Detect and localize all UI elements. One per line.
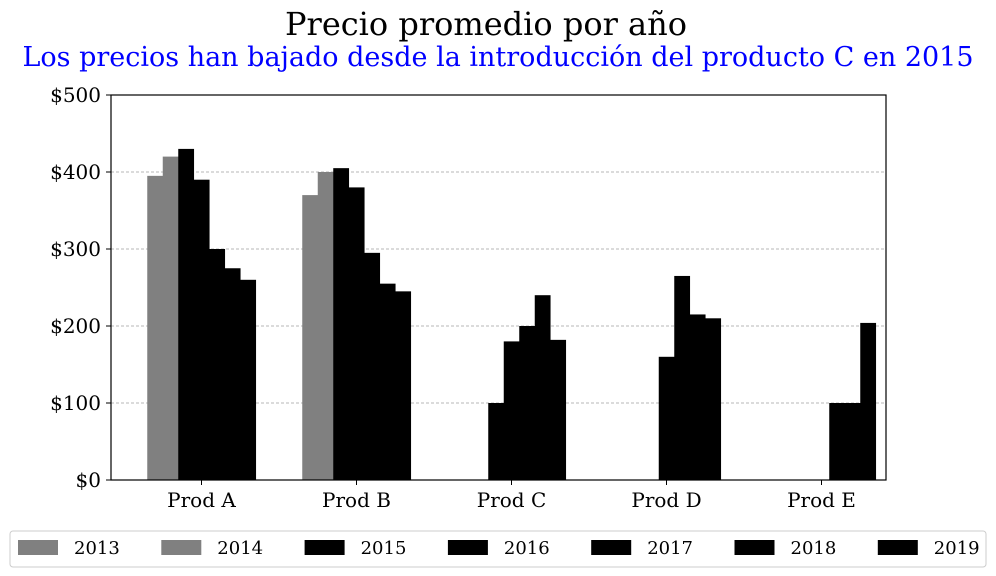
bar-2017-prod-a [209, 249, 226, 480]
x-tick-label-prod-c: Prod C [477, 488, 547, 512]
legend-label-2015: 2015 [361, 538, 407, 559]
y-tick-label: $400 [50, 160, 101, 184]
y-tick-label: $0 [76, 468, 101, 492]
bar-2018-prod-d [689, 314, 706, 480]
bar-2018-prod-a [224, 268, 241, 480]
bar-2017-prod-e [829, 403, 846, 480]
legend-frame [9, 530, 987, 568]
bar-2013-prod-b [302, 195, 319, 480]
bar-2016-prod-c [503, 341, 520, 480]
x-tick-label-prod-e: Prod E [787, 488, 856, 512]
bar-2016-prod-d [658, 356, 675, 480]
legend-swatch-2017 [591, 540, 632, 555]
legend-label-2014: 2014 [217, 538, 263, 559]
legend-swatch-2014 [161, 540, 202, 555]
chart-title: Precio promedio por año [285, 5, 687, 43]
bar-2018-prod-c [534, 295, 551, 480]
y-tick-label: $200 [50, 314, 101, 338]
chart-subtitle: Los precios han bajado desde la introduc… [22, 42, 973, 73]
legend-label-2019: 2019 [934, 538, 980, 559]
bar-2016-prod-a [193, 179, 210, 480]
bar-2015-prod-c [488, 403, 505, 480]
legend-swatch-2013 [18, 540, 58, 555]
bar-2017-prod-c [519, 326, 536, 480]
x-axis-ticks: Prod A Prod B Prod C Prod D Prod E [167, 480, 856, 512]
legend-label-2018: 2018 [791, 538, 837, 559]
legend-swatch-2018 [734, 540, 775, 555]
x-tick-label-prod-d: Prod D [631, 488, 701, 512]
x-tick-label-prod-b: Prod B [322, 488, 391, 512]
bar-2018-prod-e [844, 403, 861, 480]
bar-2017-prod-b [364, 252, 381, 480]
bars-early-years [147, 156, 334, 480]
legend-swatch-2015 [304, 540, 345, 555]
legend-label-2013: 2013 [74, 538, 120, 559]
bar-2019-prod-a [240, 279, 257, 480]
bar-2014-prod-b [317, 172, 334, 480]
bar-2015-prod-a [178, 148, 195, 480]
bar-2015-prod-b [333, 168, 350, 480]
bar-2019-prod-b [395, 291, 412, 480]
x-tick-label-prod-a: Prod A [167, 488, 236, 512]
bar-2019-prod-e [860, 322, 877, 480]
bar-2017-prod-d [674, 275, 691, 480]
bar-2019-prod-d [705, 318, 722, 480]
bars-later-years [178, 148, 877, 480]
bar-2014-prod-a [162, 156, 179, 480]
plot-frame [110, 94, 887, 481]
bar-2013-prod-a [147, 175, 164, 480]
bar-2018-prod-b [379, 283, 396, 480]
y-tick-label: $100 [50, 391, 101, 415]
legend: 2013 2014 2015 2016 2017 2018 2019 [9, 530, 987, 568]
legend-swatch-2016 [447, 540, 488, 555]
y-tick-label: $300 [50, 237, 101, 261]
y-axis-ticks: $0 $100 $200 $300 $400 $500 [50, 83, 111, 492]
bar-2016-prod-b [348, 187, 365, 480]
legend-label-2017: 2017 [647, 538, 693, 559]
legend-label-2016: 2016 [504, 538, 550, 559]
y-tick-label: $500 [50, 83, 101, 107]
legend-swatch-2019 [877, 540, 918, 555]
bar-2019-prod-c [550, 339, 567, 480]
